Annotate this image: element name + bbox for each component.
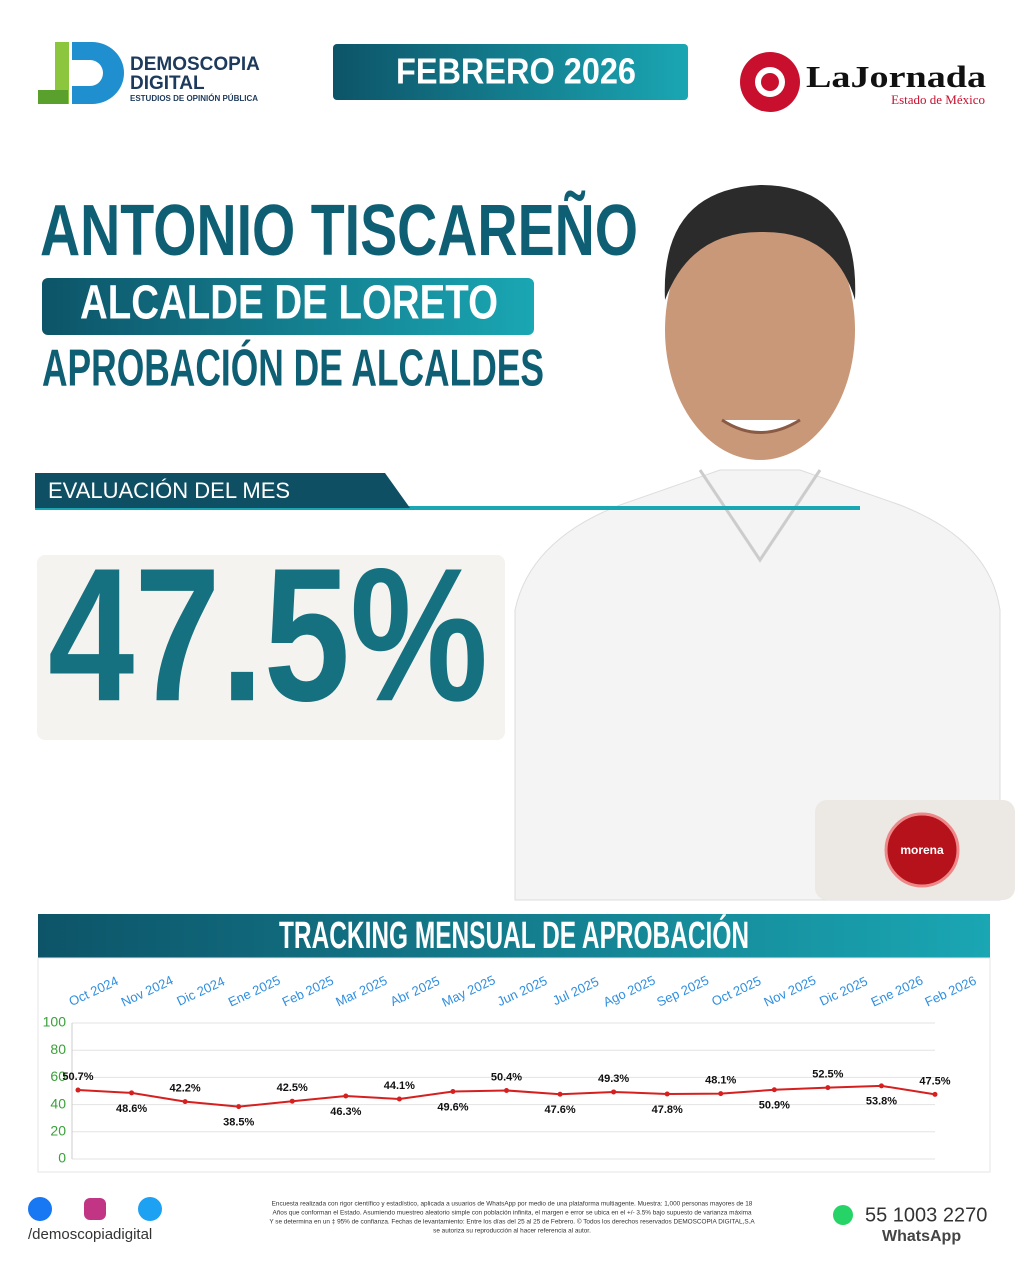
party: morena xyxy=(900,843,944,857)
y-tick-label: 40 xyxy=(50,1095,66,1111)
social: /demoscopiadigital xyxy=(28,1226,152,1243)
data-label: 44.1% xyxy=(384,1080,415,1092)
data-label: 49.3% xyxy=(598,1073,629,1085)
role: ALCALDE DE LORETO xyxy=(80,277,498,330)
y-tick-label: 60 xyxy=(50,1068,66,1084)
data-point xyxy=(75,1087,81,1093)
data-point xyxy=(825,1085,831,1091)
y-tick-label: 0 xyxy=(58,1150,66,1166)
chart-header xyxy=(38,914,990,958)
date-box xyxy=(333,44,688,100)
data-label: 47.5% xyxy=(919,1075,950,1087)
data-point xyxy=(611,1089,617,1095)
whatsapp-icon[interactable] xyxy=(833,1205,853,1225)
y-tick-label: 80 xyxy=(50,1041,66,1057)
data-point xyxy=(504,1087,509,1093)
section-banner xyxy=(35,473,410,508)
data-label: 46.3% xyxy=(330,1106,361,1118)
score-box xyxy=(37,555,505,740)
data-label: 48.6% xyxy=(116,1103,147,1115)
role-box xyxy=(42,278,534,335)
data-label: 53.8% xyxy=(866,1096,897,1108)
data-point xyxy=(396,1096,402,1102)
data-label: 47.6% xyxy=(544,1104,575,1116)
data-label: 48.1% xyxy=(705,1074,736,1086)
data-label: 42.5% xyxy=(277,1082,308,1094)
partner: LaJornada xyxy=(806,59,987,94)
partner-logo xyxy=(740,52,800,112)
data-point xyxy=(289,1098,295,1104)
y-tick-label: 20 xyxy=(50,1123,66,1139)
score: 47.5% xyxy=(48,529,488,741)
data-point xyxy=(343,1093,349,1099)
disclaimer: Encuesta realizada con rigor científico … xyxy=(269,1201,755,1235)
data-point xyxy=(236,1104,242,1110)
data-point xyxy=(932,1091,938,1097)
section: EVALUACIÓN DEL MES xyxy=(48,478,290,503)
facebook-icon[interactable] xyxy=(28,1197,52,1221)
data-label: 50.4% xyxy=(491,1071,522,1083)
data-point xyxy=(450,1089,456,1095)
disclaimer-line: Encuesta realizada con rigor científico … xyxy=(272,1201,753,1208)
date: FEBRERO 2026 xyxy=(396,51,636,92)
data-point xyxy=(878,1083,884,1089)
data-point xyxy=(182,1099,188,1105)
disclaimer-line: Años que conforman el Estado. Asumiendo … xyxy=(272,1210,751,1217)
brand-sub: DIGITAL xyxy=(130,73,205,94)
twitter-icon[interactable] xyxy=(138,1197,162,1221)
y-tick-label: 100 xyxy=(43,1014,67,1030)
data-label: 38.5% xyxy=(223,1117,254,1129)
disclaimer-line: Y se determina en un ‡ 95% de confianza.… xyxy=(269,1218,755,1226)
data-label: 50.9% xyxy=(759,1100,790,1112)
data-point xyxy=(718,1091,724,1097)
instagram-icon[interactable] xyxy=(84,1198,106,1220)
phone-sub: WhatsApp xyxy=(882,1228,961,1245)
partner-sub: Estado de México xyxy=(891,92,985,107)
data-point xyxy=(129,1090,135,1096)
data-label: 50.7% xyxy=(62,1071,93,1083)
logo xyxy=(38,42,124,104)
brand: DEMOSCOPIA xyxy=(130,54,260,75)
data-label: 49.6% xyxy=(437,1101,468,1113)
data-label: 47.8% xyxy=(652,1104,683,1116)
data-point xyxy=(771,1087,777,1093)
data-point xyxy=(557,1091,563,1097)
chart-area xyxy=(37,957,991,1173)
subject: APROBACIÓN DE ALCALDES xyxy=(42,340,544,398)
disclaimer-line: se autoriza su reproducción al hacer ref… xyxy=(433,1228,591,1235)
data-label: 42.2% xyxy=(170,1083,201,1095)
name: ANTONIO TISCAREÑO xyxy=(40,190,638,271)
party-logo xyxy=(884,812,960,888)
phone: 55 1003 2270 xyxy=(865,1204,987,1226)
brand-tag: ESTUDIOS DE OPINIÓN PÚBLICA xyxy=(130,94,258,103)
data-point xyxy=(664,1091,670,1097)
data-label: 52.5% xyxy=(812,1069,843,1081)
portrait xyxy=(514,185,1001,901)
chart-title: TRACKING MENSUAL DE APROBACIÓN xyxy=(279,913,749,957)
